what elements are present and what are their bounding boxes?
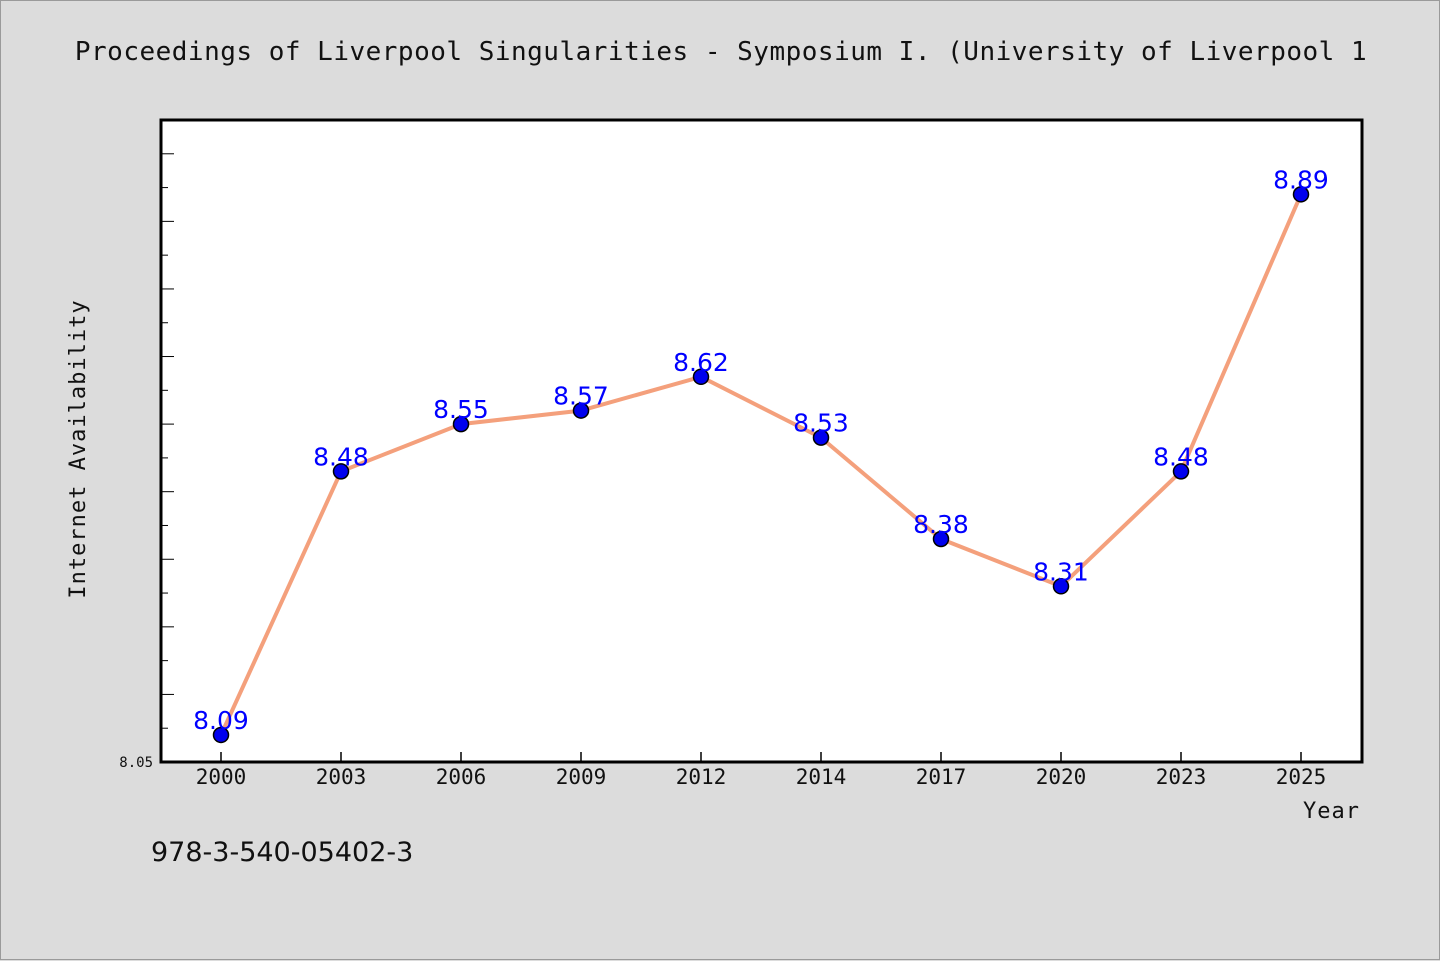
y-tick-label: 8.05 — [119, 755, 153, 771]
chart-frame: Proceedings of Liverpool Singularities -… — [0, 0, 1440, 960]
data-label: 8.89 — [1273, 165, 1329, 194]
x-tick-label: 2000 — [196, 765, 247, 789]
data-label: 8.09 — [193, 706, 249, 735]
chart-canvas: 8.09 8.48 8.55 8.57 8.62 8.53 8.38 8.31 8.48 8.89… — [1, 1, 1440, 961]
data-label: 8.48 — [1153, 442, 1209, 471]
x-tick-label: 2025 — [1276, 765, 1327, 789]
x-tick-labels: 2000 2003 2006 2009 2012 2014 2017 2020 2023 2025 — [196, 765, 1327, 789]
x-tick-label: 2006 — [436, 765, 487, 789]
data-label: 8.53 — [793, 409, 849, 438]
data-label: 8.62 — [673, 348, 729, 377]
x-tick-label: 2017 — [916, 765, 967, 789]
y-axis-label: Internet Availability — [66, 299, 91, 598]
data-label: 8.55 — [433, 395, 489, 424]
data-label: 8.57 — [553, 382, 609, 411]
x-axis-label: Year — [1303, 799, 1360, 824]
isbn-text: 978-3-540-05402-3 — [151, 837, 413, 868]
x-tick-label: 2012 — [676, 765, 727, 789]
data-label: 8.48 — [313, 442, 369, 471]
data-label: 8.31 — [1033, 557, 1089, 586]
x-tick-label: 2014 — [796, 765, 847, 789]
plot-area — [161, 120, 1362, 762]
x-tick-label: 2009 — [556, 765, 607, 789]
data-label: 8.38 — [913, 510, 969, 539]
x-tick-label: 2003 — [316, 765, 367, 789]
x-tick-label: 2023 — [1156, 765, 1207, 789]
x-tick-label: 2020 — [1036, 765, 1087, 789]
